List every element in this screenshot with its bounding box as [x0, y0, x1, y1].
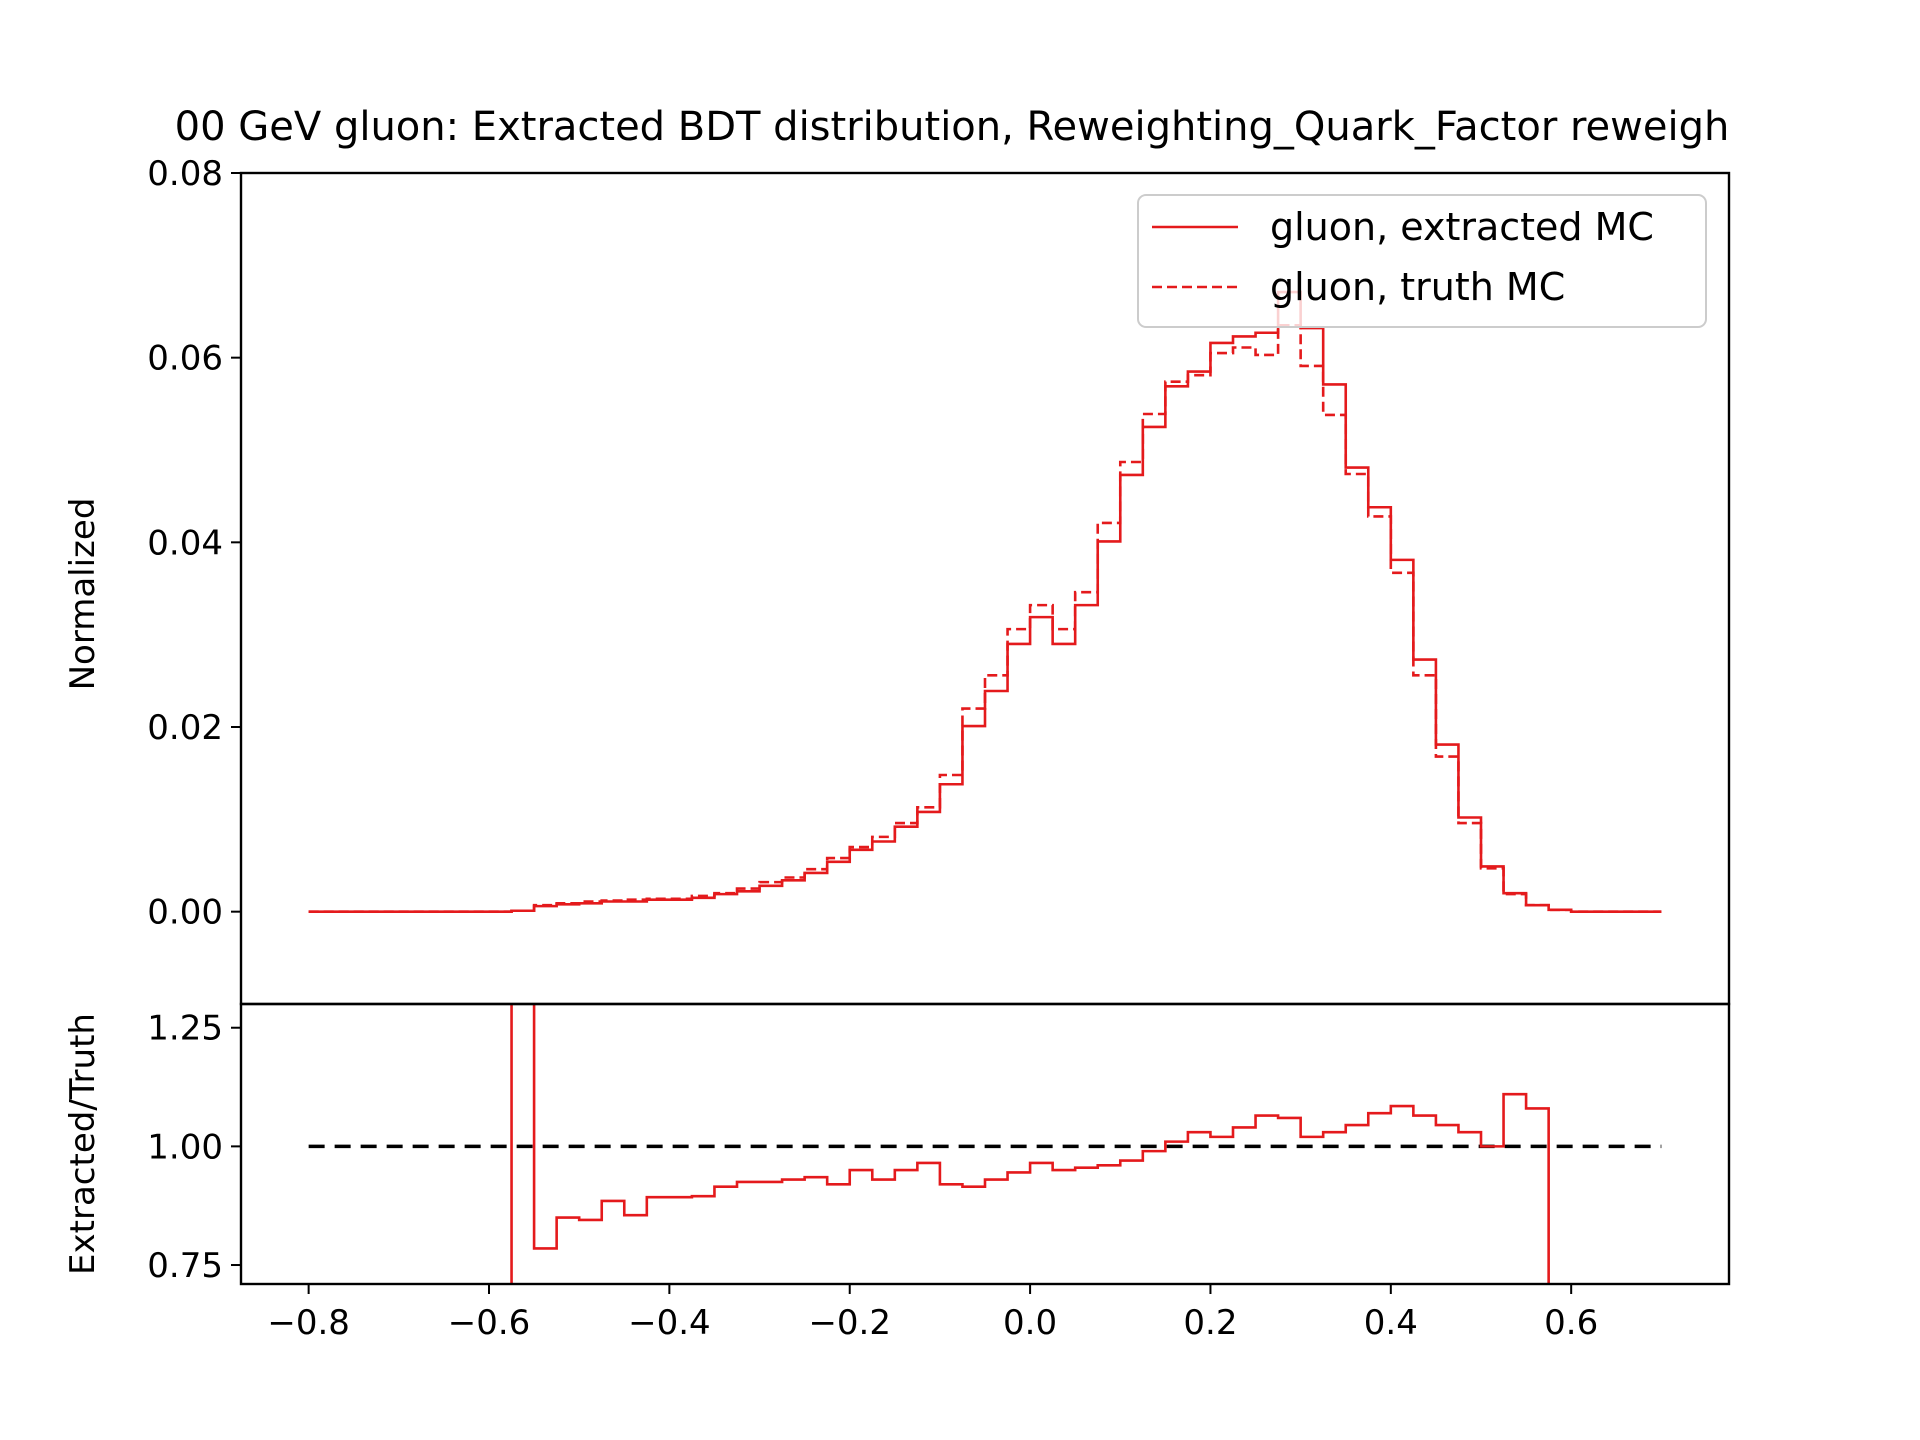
ratio-series-group: [308, 1004, 1662, 1284]
main-y-axis-ticks: 0.00 0.02 0.04 0.06 0.08: [147, 154, 241, 933]
x-tick-label: −0.2: [808, 1303, 891, 1343]
main-panel: 0.00 0.02 0.04 0.06 0.08 Normalized gluon, e…: [63, 154, 1707, 933]
legend-label-truth: gluon, truth MC: [1270, 265, 1565, 309]
x-tick-label: −0.4: [628, 1303, 711, 1343]
main-y-tick-label: 0.06: [147, 339, 223, 379]
chart-title: 00 GeV gluon: Extracted BDT distribution…: [175, 104, 1730, 150]
x-tick-label: −0.6: [448, 1303, 531, 1343]
legend-frame: [1137, 194, 1707, 328]
x-tick-label: −0.8: [267, 1303, 350, 1343]
main-series-group: [308, 290, 1662, 913]
ratio-y-tick-label: 1.25: [147, 1009, 223, 1049]
x-axis-ticks: −0.8 −0.6 −0.4 −0.2 0.0 0.2 0.4 0.6: [267, 1284, 1598, 1343]
x-tick-label: 0.2: [1183, 1303, 1237, 1343]
ratio-y-axis-label: Extracted/Truth: [63, 1013, 103, 1275]
legend-label-extracted: gluon, extracted MC: [1270, 205, 1654, 249]
x-tick-label: 0.0: [1003, 1303, 1057, 1343]
ratio-y-axis-ticks: 0.75 1.00 1.25: [147, 1009, 241, 1286]
ratio-y-tick-label: 0.75: [147, 1246, 223, 1286]
ratio-panel: 0.75 1.00 1.25 −0.8 −0.6 −0.4 −0.2 0.0 0.2 0.4 0.…: [63, 1004, 1662, 1343]
legend: gluon, extracted MC gluon, truth MC: [1137, 194, 1707, 328]
main-y-tick-label: 0.04: [147, 523, 223, 563]
ratio-y-tick-label: 1.00: [147, 1127, 223, 1167]
main-y-tick-label: 0.00: [147, 893, 223, 933]
main-y-axis-label: Normalized: [63, 498, 103, 691]
series-line-truth: [308, 324, 1662, 913]
x-tick-label: 0.4: [1364, 1303, 1418, 1343]
ratio-series-line: [510, 1004, 1550, 1284]
ratio-axes-frame: [239, 1002, 1731, 1286]
main-y-tick-label: 0.08: [147, 154, 223, 194]
main-y-tick-label: 0.02: [147, 708, 223, 748]
x-tick-label: 0.6: [1544, 1303, 1598, 1343]
